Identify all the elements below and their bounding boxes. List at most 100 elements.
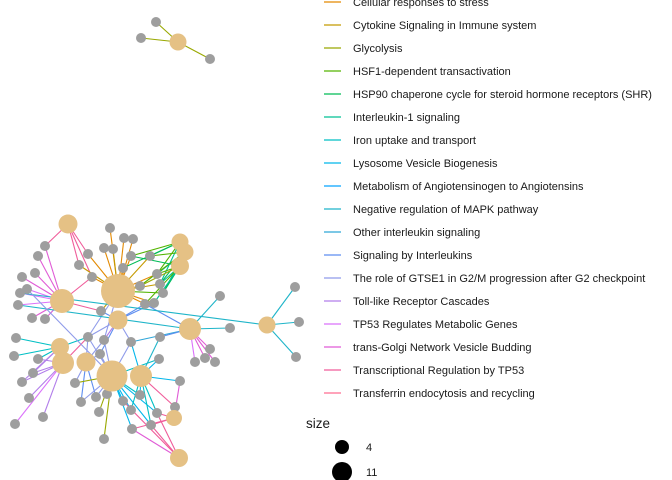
gene-node-50 xyxy=(95,349,105,359)
legend-label-16: Transcriptional Regulation by TP53 xyxy=(353,365,524,377)
size-legend-label-small: 4 xyxy=(366,442,372,454)
gene-node-59 xyxy=(175,376,185,386)
gene-node-13 xyxy=(119,233,129,243)
network-edge-87 xyxy=(14,362,64,425)
network-edge-112 xyxy=(26,288,113,377)
legend-label-9: Negative regulation of MAPK pathway xyxy=(353,204,539,216)
gene-node-30 xyxy=(215,291,225,301)
gene-node-61 xyxy=(152,408,162,418)
gene-node-4 xyxy=(33,251,43,261)
legend-label-5: Interleukin-1 signaling xyxy=(353,112,460,124)
legend-label-1: Cytokine Signaling in Immune system xyxy=(353,20,536,32)
gene-node-66 xyxy=(155,332,165,342)
gene-node-49 xyxy=(126,337,136,347)
gene-node-20 xyxy=(74,260,84,270)
category-node-11 xyxy=(52,352,74,374)
size-legend-label-large: 11 xyxy=(366,467,377,479)
gene-node-5 xyxy=(17,272,27,282)
gene-node-29 xyxy=(135,281,145,291)
category-node-10 xyxy=(51,338,69,356)
gene-node-2 xyxy=(205,54,215,64)
gene-node-37 xyxy=(294,317,304,327)
category-node-1 xyxy=(58,214,78,234)
gene-node-9 xyxy=(13,300,23,310)
gene-node-60 xyxy=(170,402,180,412)
gene-node-34 xyxy=(190,357,200,367)
legend-label-11: Signaling by Interleukins xyxy=(353,250,473,262)
gene-node-38 xyxy=(291,352,301,362)
category-node-16 xyxy=(170,449,188,467)
gene-node-22 xyxy=(155,279,165,289)
legend-label-6: Iron uptake and transport xyxy=(353,135,476,147)
gene-node-1 xyxy=(136,33,146,43)
gene-node-28 xyxy=(118,263,128,273)
gene-node-19 xyxy=(145,251,155,261)
gene-node-51 xyxy=(70,378,80,388)
gene-node-16 xyxy=(108,244,118,254)
network-edge-130 xyxy=(131,428,180,459)
gene-node-58 xyxy=(154,354,164,364)
gene-node-17 xyxy=(83,249,93,259)
gene-node-43 xyxy=(28,368,38,378)
gene-node-40 xyxy=(9,351,19,361)
category-node-3 xyxy=(50,289,74,313)
category-node-6 xyxy=(171,257,189,275)
gene-node-57 xyxy=(135,390,145,400)
gene-node-44 xyxy=(24,393,34,403)
size-legend-marker-small xyxy=(335,440,349,454)
gene-node-56 xyxy=(126,405,136,415)
gene-nodes xyxy=(9,17,304,444)
category-node-5 xyxy=(176,243,194,261)
category-node-2 xyxy=(101,274,135,308)
gene-node-52 xyxy=(91,392,101,402)
category-node-14 xyxy=(130,365,152,387)
legend-label-3: HSF1-dependent transactivation xyxy=(353,66,511,78)
category-node-12 xyxy=(76,352,96,372)
gene-node-64 xyxy=(99,434,109,444)
gene-node-26 xyxy=(96,306,106,316)
gene-node-35 xyxy=(210,357,220,367)
gene-node-21 xyxy=(152,269,162,279)
legend-label-7: Lysosome Vesicle Biogenesis xyxy=(353,158,498,170)
gene-node-62 xyxy=(146,420,156,430)
gene-node-48 xyxy=(99,335,109,345)
gene-node-3 xyxy=(40,241,50,251)
color-legend: Cellular responses to stress Cytokine Sig… xyxy=(324,0,652,400)
network-edges xyxy=(13,21,300,459)
legend-label-4: HSP90 chaperone cycle for steroid hormon… xyxy=(353,89,652,101)
gene-node-36 xyxy=(290,282,300,292)
gene-node-42 xyxy=(17,377,27,387)
size-legend-title: size xyxy=(306,416,330,431)
gene-node-14 xyxy=(128,234,138,244)
category-node-9 xyxy=(258,316,276,334)
gene-node-18 xyxy=(126,251,136,261)
size-legend: size 4 11 xyxy=(306,416,377,480)
legend-label-12: The role of GTSE1 in G2/M progression af… xyxy=(353,273,645,285)
gene-node-10 xyxy=(27,313,37,323)
gene-node-24 xyxy=(87,272,97,282)
legend-label-2: Glycolysis xyxy=(353,43,403,55)
gene-node-53 xyxy=(76,397,86,407)
gene-node-54 xyxy=(102,389,112,399)
gene-node-15 xyxy=(99,243,109,253)
gene-node-0 xyxy=(151,17,161,27)
gene-node-41 xyxy=(33,354,43,364)
gene-node-46 xyxy=(10,419,20,429)
legend-label-13: Toll-like Receptor Cascades xyxy=(353,296,490,308)
gene-node-55 xyxy=(118,396,128,406)
legend-label-10: Other interleukin signaling xyxy=(353,227,480,239)
legend-label-15: trans-Golgi Network Vesicle Budding xyxy=(353,342,532,354)
gene-node-6 xyxy=(30,268,40,278)
legend-label-14: TP53 Regulates Metabolic Genes xyxy=(353,319,518,331)
gene-node-63 xyxy=(127,424,137,434)
network-edge-5 xyxy=(67,223,93,278)
category-node-13 xyxy=(96,360,128,392)
gene-node-8 xyxy=(15,288,25,298)
size-legend-marker-large xyxy=(332,462,352,480)
gene-node-47 xyxy=(83,332,93,342)
gene-node-31 xyxy=(225,323,235,333)
gene-node-39 xyxy=(11,333,21,343)
category-node-15 xyxy=(166,410,182,426)
category-node-8 xyxy=(179,318,201,340)
